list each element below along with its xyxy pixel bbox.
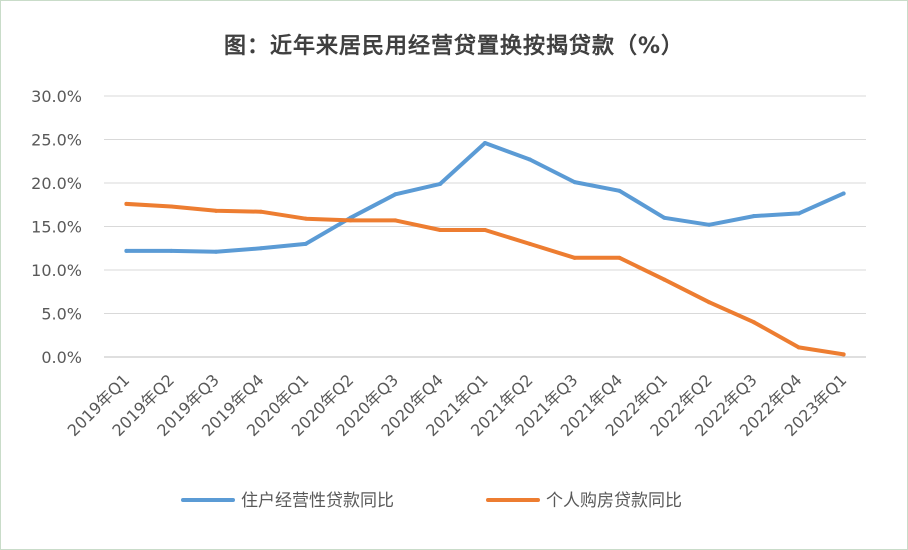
data-point bbox=[438, 181, 443, 186]
data-point bbox=[303, 241, 308, 246]
data-point bbox=[796, 345, 801, 350]
data-point bbox=[751, 214, 756, 219]
data-point bbox=[169, 248, 174, 253]
data-point bbox=[662, 215, 667, 220]
series-line-1 bbox=[124, 141, 846, 254]
y-tick-label: 20.0% bbox=[31, 174, 82, 193]
data-point bbox=[124, 201, 129, 206]
data-point bbox=[751, 320, 756, 325]
data-point bbox=[841, 191, 846, 196]
data-point bbox=[572, 180, 577, 185]
data-point bbox=[258, 246, 263, 251]
data-point bbox=[841, 352, 846, 357]
data-point bbox=[214, 208, 219, 213]
data-point bbox=[707, 300, 712, 305]
data-point bbox=[617, 255, 622, 260]
y-tick-label: 25.0% bbox=[31, 131, 82, 150]
y-tick-label: 5.0% bbox=[41, 305, 82, 324]
data-point bbox=[393, 192, 398, 197]
data-point bbox=[527, 157, 532, 162]
data-point bbox=[258, 209, 263, 214]
chart-title: 图：近年来居民用经营贷置换按揭贷款（%） bbox=[223, 34, 685, 59]
data-point bbox=[303, 216, 308, 221]
data-point bbox=[214, 249, 219, 254]
legend-label: 住户经营性贷款同比 bbox=[241, 491, 394, 511]
y-tick-label: 30.0% bbox=[31, 87, 82, 106]
data-point bbox=[572, 255, 577, 260]
data-point bbox=[527, 241, 532, 246]
legend-label: 个人购房贷款同比 bbox=[546, 491, 682, 511]
data-point bbox=[438, 227, 443, 232]
y-tick-label: 10.0% bbox=[31, 261, 82, 280]
data-point bbox=[483, 227, 487, 232]
data-point bbox=[348, 218, 353, 223]
data-point bbox=[617, 188, 622, 193]
data-point bbox=[169, 204, 174, 209]
data-point bbox=[662, 277, 667, 282]
data-point bbox=[393, 218, 398, 223]
y-tick-label: 15.0% bbox=[31, 218, 82, 237]
data-point bbox=[796, 211, 801, 216]
data-point bbox=[483, 140, 487, 145]
data-point bbox=[707, 222, 712, 227]
data-point bbox=[124, 248, 129, 253]
y-tick-label: 0.0% bbox=[41, 348, 82, 367]
